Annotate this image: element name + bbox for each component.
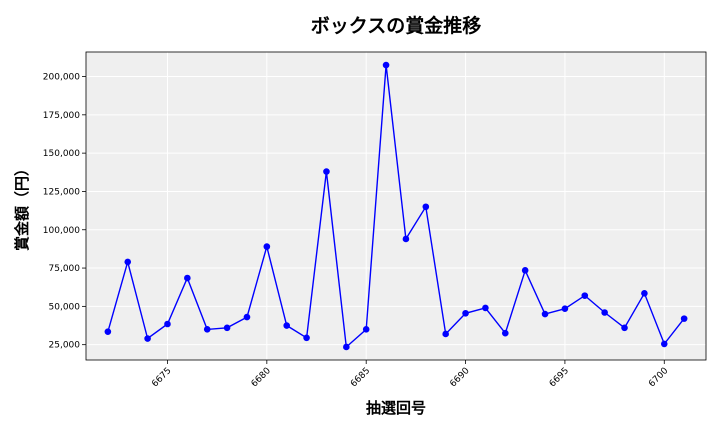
series-line [107,64,685,349]
data-point [521,267,529,274]
data-point [303,334,310,342]
x-tick-label: 6690 [448,366,471,389]
data-point [382,61,390,69]
data-point [581,292,589,299]
x-axis-label: 抽選回号 [366,399,426,417]
data-point [541,310,549,318]
data-point [243,313,251,321]
data-point [184,274,191,282]
data-point [362,326,370,333]
data-point [402,235,410,243]
plot-frame [85,51,707,361]
data-point [323,168,330,175]
y-axis-ticks: 25,000 50,000 75,000 100,000 125,000 150,000 1… [43,73,86,351]
data-point [124,258,132,266]
y-tick-label: 125,000 [43,187,80,197]
data-point [442,330,449,338]
x-tick-label: 6700 [647,366,670,389]
data-point [283,322,291,329]
data-point [641,290,648,297]
data-point [660,340,668,348]
data-point [501,329,509,337]
data-point [203,326,211,333]
grid [86,52,706,360]
data-point [482,304,489,312]
y-tick-label: 100,000 [43,226,80,236]
x-tick-label: 6685 [349,366,372,389]
y-tick-label: 200,000 [43,73,80,83]
data-point [462,309,469,317]
plot-area [86,52,706,360]
data-point [621,324,628,332]
data-point [263,243,271,250]
data-point [104,328,112,335]
y-tick-label: 50,000 [49,302,81,312]
y-tick-label: 25,000 [49,341,81,351]
y-tick-label: 175,000 [43,111,80,121]
x-tick-label: 6675 [150,366,173,389]
data-point [680,315,688,322]
data-point [601,309,608,316]
data-point [343,343,350,351]
chart-title: ボックスの賞金推移 [311,14,481,37]
x-tick-label: 6695 [548,366,571,389]
y-axis-label: 賞金額（円） [13,161,31,251]
x-tick-label: 6680 [250,366,273,389]
data-point [223,324,231,332]
y-tick-label: 75,000 [49,264,81,274]
series-layer [104,61,688,351]
data-point [164,320,171,328]
data-point [144,335,151,342]
data-point [561,305,569,312]
data-point [422,203,430,211]
x-axis-ticks: 6675 6680 6685 6690 6695 6700 [150,360,671,389]
y-tick-label: 150,000 [43,149,80,159]
